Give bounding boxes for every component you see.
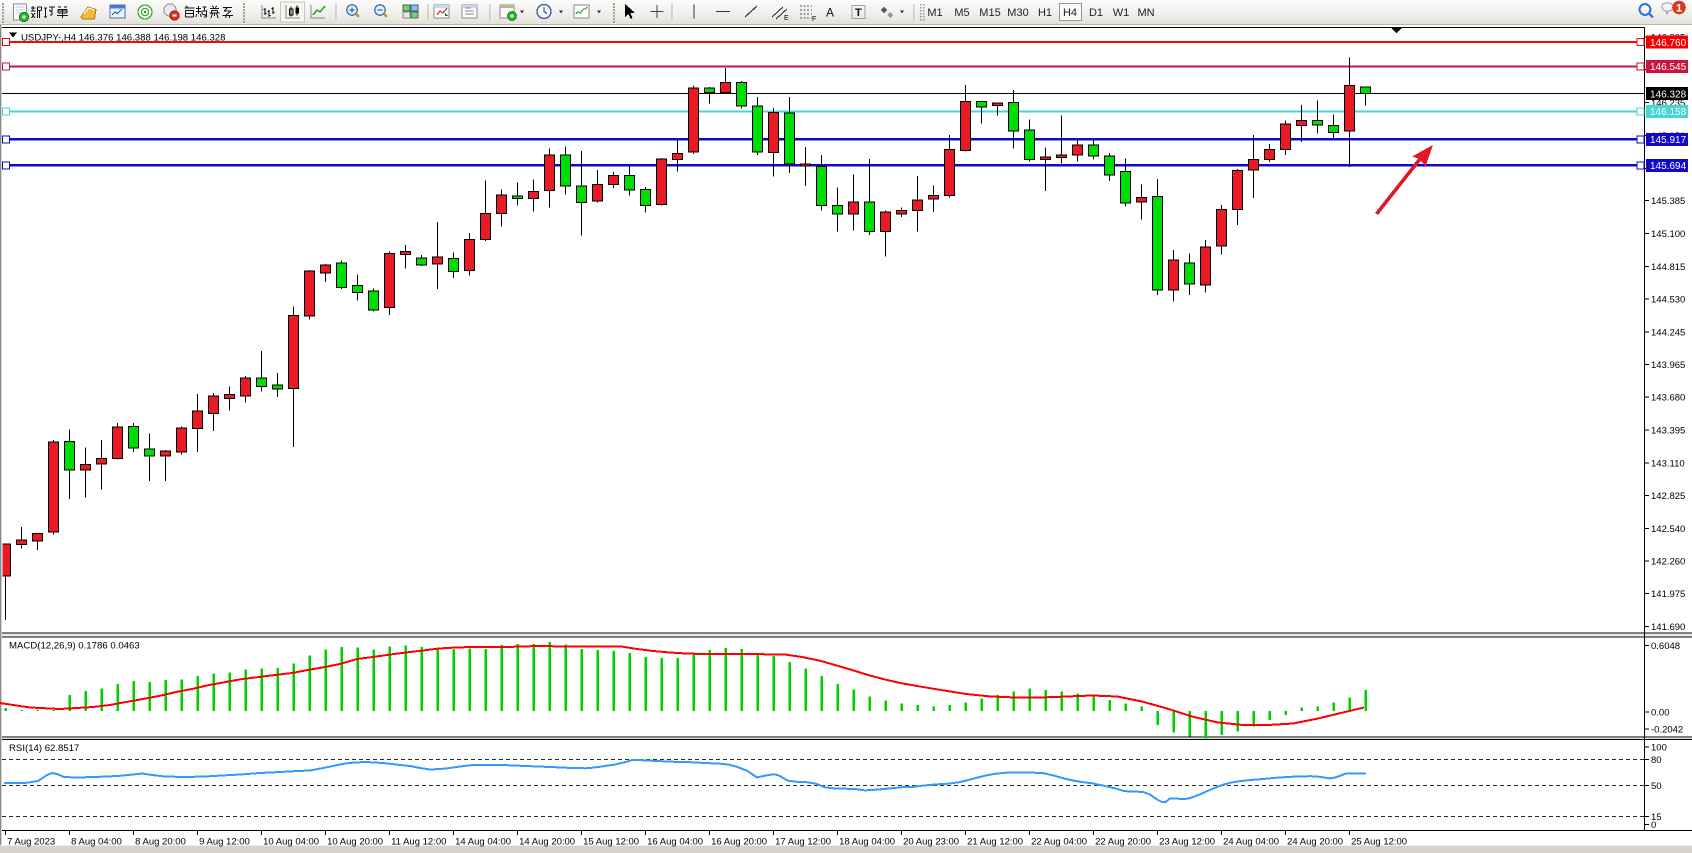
svg-text:H4: H4 [1063,7,1077,19]
svg-text:M15: M15 [979,7,1000,19]
svg-text:25 Aug 12:00: 25 Aug 12:00 [1351,837,1407,848]
svg-text:14 Aug 20:00: 14 Aug 20:00 [519,837,575,848]
svg-text:23 Aug 12:00: 23 Aug 12:00 [1159,837,1215,848]
svg-text:1: 1 [1676,3,1682,15]
svg-text:11 Aug 12:00: 11 Aug 12:00 [391,837,446,848]
svg-text:143.395: 143.395 [1651,426,1685,437]
svg-text:20 Aug 23:00: 20 Aug 23:00 [903,837,959,848]
svg-text:T: T [855,7,862,19]
svg-text:145.917: 145.917 [1650,135,1687,146]
svg-text:100: 100 [1651,743,1667,754]
svg-text:144.530: 144.530 [1651,295,1685,306]
svg-text:143.680: 143.680 [1651,393,1685,404]
svg-text:RSI(14) 62.8517: RSI(14) 62.8517 [9,743,79,754]
svg-text:24 Aug 04:00: 24 Aug 04:00 [1223,837,1279,848]
svg-text:9 Aug 12:00: 9 Aug 12:00 [199,837,250,848]
svg-text:-0.2042: -0.2042 [1651,725,1683,736]
svg-text:10 Aug 20:00: 10 Aug 20:00 [327,837,383,848]
svg-text:USDJPY-,H4 146.376 146.388 14: USDJPY-,H4 146.376 146.388 146.198 146.3… [21,33,225,44]
svg-text:146.235: 146.235 [1651,98,1685,109]
svg-text:143.965: 143.965 [1651,360,1685,371]
svg-text:50: 50 [1651,781,1662,792]
svg-text:M1: M1 [927,7,942,19]
svg-text:143.110: 143.110 [1651,458,1685,469]
svg-text:146.328: 146.328 [1650,90,1687,101]
svg-text:141.690: 141.690 [1651,622,1685,633]
svg-text:0: 0 [1651,820,1656,831]
svg-text:146.158: 146.158 [1650,107,1687,118]
svg-text:MACD(12,26,9) 0.1786 0.0463: MACD(12,26,9) 0.1786 0.0463 [9,641,140,652]
svg-text:144.815: 144.815 [1651,262,1685,273]
svg-text:16 Aug 04:00: 16 Aug 04:00 [647,837,703,848]
svg-text:H1: H1 [1038,7,1052,19]
svg-text:14 Aug 04:00: 14 Aug 04:00 [455,837,511,848]
svg-text:15 Aug 12:00: 15 Aug 12:00 [583,837,639,848]
svg-text:M5: M5 [954,7,969,19]
svg-text:21 Aug 12:00: 21 Aug 12:00 [967,837,1023,848]
svg-text:146.760: 146.760 [1650,38,1687,49]
svg-text:22 Aug 20:00: 22 Aug 20:00 [1095,837,1151,848]
svg-text:80: 80 [1651,755,1662,766]
svg-text:145.385: 145.385 [1651,196,1685,207]
svg-text:141.975: 141.975 [1651,589,1685,600]
svg-text:18 Aug 04:00: 18 Aug 04:00 [839,837,895,848]
svg-text:142.825: 142.825 [1651,491,1685,502]
svg-text:MN: MN [1137,7,1154,19]
svg-text:16 Aug 20:00: 16 Aug 20:00 [711,837,767,848]
svg-text:146.545: 146.545 [1650,62,1687,73]
svg-text:142.260: 142.260 [1651,556,1685,567]
svg-text:A: A [826,6,834,20]
svg-text:7 Aug 2023: 7 Aug 2023 [7,837,55,848]
svg-text:17 Aug 12:00: 17 Aug 12:00 [775,837,831,848]
svg-text:M30: M30 [1007,7,1028,19]
svg-text:0.6048: 0.6048 [1651,641,1680,652]
svg-text:145.100: 145.100 [1651,229,1685,240]
svg-text:142.540: 142.540 [1651,524,1685,535]
svg-text:E: E [784,15,789,22]
svg-text:144.245: 144.245 [1651,328,1685,339]
svg-text:15: 15 [1651,812,1662,823]
svg-text:24 Aug 20:00: 24 Aug 20:00 [1287,837,1343,848]
svg-text:22 Aug 04:00: 22 Aug 04:00 [1031,837,1087,848]
svg-text:8 Aug 04:00: 8 Aug 04:00 [71,837,122,848]
svg-text:10 Aug 04:00: 10 Aug 04:00 [263,837,319,848]
svg-text:145.694: 145.694 [1650,161,1687,172]
svg-text:F: F [812,16,816,23]
svg-text:D1: D1 [1089,7,1103,19]
svg-text:0.00: 0.00 [1651,708,1670,719]
svg-text:W1: W1 [1113,7,1130,19]
svg-text:8 Aug 20:00: 8 Aug 20:00 [135,837,186,848]
